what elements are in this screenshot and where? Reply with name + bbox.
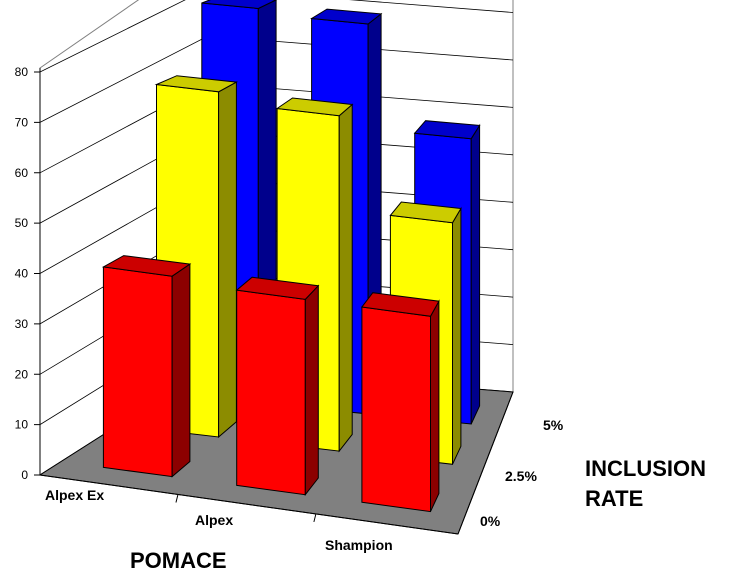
bar-top-face [275, 97, 354, 117]
x-category-label: Shampion [325, 537, 393, 553]
z-series-label: 5% [543, 417, 564, 433]
x-axis-line [39, 474, 459, 535]
bar [101, 255, 192, 478]
bar-top-face [154, 75, 239, 93]
bar-side-face [430, 299, 440, 512]
y-tick-label: 60 [15, 166, 29, 180]
gridline [39, 0, 514, 73]
bar-front-face [361, 306, 431, 513]
bar-side-face [218, 81, 237, 439]
y-tick-label: 40 [15, 267, 29, 281]
x-category-label: Alpex [195, 512, 233, 528]
x-category-label: Alpex Ex [45, 487, 104, 503]
bar-top-face [235, 276, 320, 300]
y-tick-label: 30 [15, 317, 29, 331]
bar-top-face [101, 255, 192, 277]
bar-side-face [338, 103, 353, 453]
z-axis-title-line2: RATE [585, 486, 643, 511]
bar-side-face [304, 284, 319, 497]
z-series-label: 0% [480, 513, 501, 529]
bar-top-face [389, 201, 462, 224]
y-tick-label: 20 [15, 367, 29, 381]
chart-labels: 0 10 20 30 40 50 60 70 80 Alpex Ex Alpex Shampion 0%… [15, 65, 564, 553]
bar-top-face [310, 8, 383, 25]
bar [235, 276, 320, 497]
x-tick-mark [313, 513, 317, 523]
bar-top-face [413, 120, 481, 140]
z-series-label: 2.5% [505, 468, 537, 484]
bar-top-face [360, 292, 440, 317]
chart-bars [101, 0, 481, 513]
bar-side-face [452, 206, 462, 465]
y-tick-label: 80 [15, 65, 29, 79]
bar-side-face [470, 123, 481, 425]
y-tick-label: 70 [15, 115, 29, 129]
z-axis-line [457, 391, 514, 535]
y-tick-label: 0 [21, 468, 28, 482]
bar-front-face [236, 289, 306, 496]
y-tick-label: 10 [15, 418, 29, 432]
bar [360, 292, 440, 513]
bar-top-face [201, 0, 278, 10]
y-tick-label: 50 [15, 216, 29, 230]
bar-front-face [102, 266, 173, 478]
bar-side-face [171, 263, 191, 478]
z-axis-title-line1: INCLUSION [585, 456, 706, 481]
x-axis-title: POMACE [130, 548, 227, 573]
x-tick-mark [175, 494, 179, 503]
